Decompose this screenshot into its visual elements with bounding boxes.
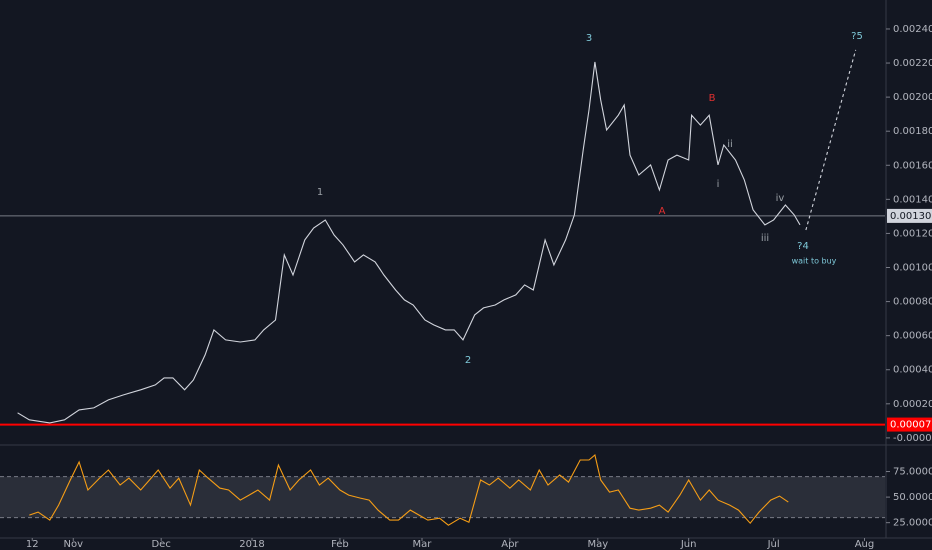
x-tick-label: Dec: [151, 539, 170, 550]
x-tick-label: Jul: [767, 539, 780, 550]
y-tick-label: 0.0006000: [893, 331, 932, 342]
x-tick-label: Jun: [680, 539, 697, 550]
y-tick-label: 0.0014000: [893, 194, 932, 205]
price-label: 0.0000782: [890, 420, 932, 431]
y-tick-label: 0.0024000: [893, 24, 932, 35]
x-tick-label: 12: [26, 539, 39, 550]
wave-label: ?5: [851, 31, 863, 42]
y-tick-label: 0.0004000: [893, 365, 932, 376]
y-tick-label: 0.0018000: [893, 126, 932, 137]
note: wait to buy: [792, 257, 837, 266]
wave-label: i: [717, 179, 720, 190]
price-label: 0.0013029: [890, 211, 932, 222]
x-tick-label: Aug: [855, 539, 875, 550]
x-tick-label: May: [587, 539, 608, 550]
wave-label: ii: [727, 139, 733, 150]
y-tick-label: 0.0002000: [893, 399, 932, 410]
x-tick-label: Apr: [501, 539, 519, 550]
x-tick-label: Feb: [331, 539, 349, 550]
price-label-box: [887, 417, 932, 432]
rsi-band: [0, 476, 885, 518]
projection-line: [805, 49, 857, 231]
data-line: [17, 61, 801, 424]
x-tick-label: Nov: [63, 539, 83, 550]
y-tick-label: 0.0022000: [893, 58, 932, 69]
y-tick-label: 0.0012000: [893, 228, 932, 239]
y-tick-label: 0.0010000: [893, 263, 932, 274]
wave-label: iv: [776, 193, 785, 204]
price-label-box: [887, 208, 932, 223]
x-tick-label: Mar: [413, 539, 433, 550]
wave-label: iii: [761, 233, 769, 244]
wave-label: A: [659, 206, 666, 217]
x-tick-label: 2018: [239, 539, 264, 550]
wave-label: 2: [465, 355, 471, 366]
data-line: [29, 453, 789, 526]
y-tick-label: 0.0008000: [893, 297, 932, 308]
wave-label: 1: [317, 187, 323, 198]
wave-label: B: [709, 93, 716, 104]
wave-labels: 1 2 3 A B i ii iii iv ?4 wait to buy ?5: [317, 31, 863, 366]
y-tick-label: -0.0000000: [893, 433, 932, 444]
y-tick-label: 0.0016000: [893, 160, 932, 171]
y-tick-label: 0.0020000: [893, 92, 932, 103]
wave-label: ?4: [797, 241, 809, 252]
wave-label: 3: [586, 33, 592, 44]
